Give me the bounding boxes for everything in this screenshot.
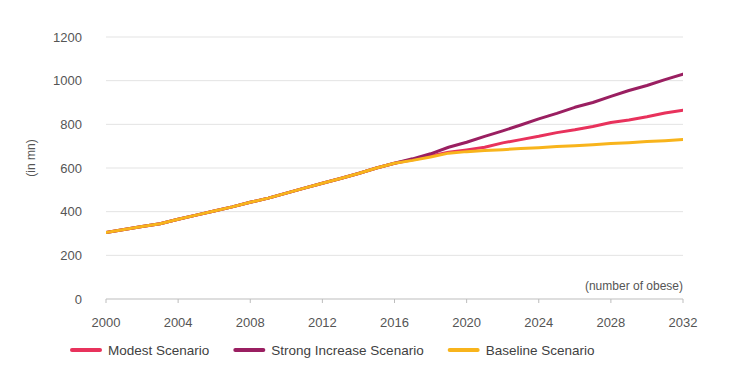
legend: Modest Scenario Strong Increase Scenario B…	[72, 343, 594, 358]
y-tick-label: 800	[60, 117, 82, 132]
x-tick	[178, 299, 179, 303]
x-tick	[322, 299, 323, 303]
x-tick	[683, 299, 684, 303]
legend-swatch	[450, 348, 478, 352]
x-tick-label: 2008	[236, 315, 265, 330]
x-tick	[610, 299, 611, 303]
x-tick	[250, 299, 251, 303]
x-tick-label: 2000	[92, 315, 121, 330]
y-tick-label: 1200	[53, 30, 82, 45]
x-tick-label: 2016	[380, 315, 409, 330]
legend-label: Baseline Scenario	[486, 343, 595, 358]
grid-line	[106, 168, 683, 169]
series-line	[106, 140, 683, 233]
x-tick-label: 2032	[669, 315, 698, 330]
x-tick	[106, 299, 107, 303]
x-tick-label: 2028	[596, 315, 625, 330]
y-tick-label: 600	[60, 161, 82, 176]
y-tick-label: 200	[60, 248, 82, 263]
grid-line	[106, 37, 683, 38]
x-tick	[394, 299, 395, 303]
legend-label: Strong Increase Scenario	[271, 343, 423, 358]
plot-area	[106, 74, 683, 232]
x-tick	[466, 299, 467, 303]
x-tick-label: 2012	[308, 315, 337, 330]
x-tick-label: 2024	[524, 315, 553, 330]
x-tick	[538, 299, 539, 303]
chart: 0 200 400 600 800 1000 1200 2000 2004 2008 2012 201…	[0, 0, 733, 382]
grid-line	[106, 211, 683, 212]
grid-line	[106, 255, 683, 256]
y-tick-label: 1000	[53, 73, 82, 88]
x-tick-label: 2004	[164, 315, 193, 330]
grid-line	[106, 80, 683, 81]
legend-swatch	[72, 348, 100, 352]
legend-swatch	[235, 348, 263, 352]
y-axis-label: (in mn)	[24, 139, 38, 176]
y-tick-label: 0	[75, 292, 82, 307]
series-line	[106, 74, 683, 232]
series-line	[106, 110, 683, 232]
legend-label: Modest Scenario	[108, 343, 209, 358]
annotation: (number of obese)	[585, 279, 683, 293]
x-tick-label: 2020	[452, 315, 481, 330]
y-tick-label: 400	[60, 204, 82, 219]
